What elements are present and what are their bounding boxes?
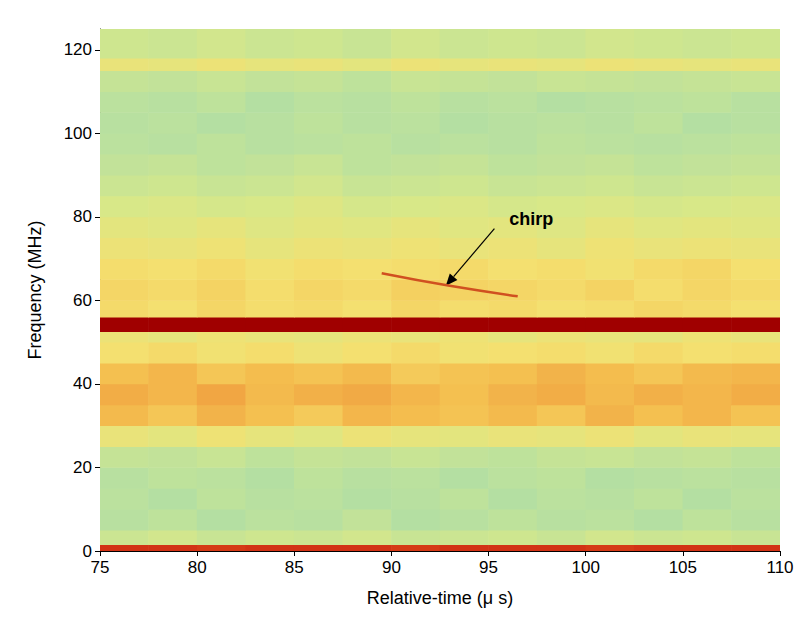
svg-text:95: 95 (479, 558, 498, 577)
svg-text:40: 40 (73, 374, 92, 393)
svg-text:60: 60 (73, 291, 92, 310)
svg-text:110: 110 (766, 558, 793, 577)
svg-text:80: 80 (188, 558, 207, 577)
svg-text:0: 0 (82, 541, 92, 561)
svg-text:90: 90 (382, 558, 401, 577)
svg-text:Frequency (MHz): Frequency (MHz) (25, 220, 45, 359)
svg-text:100: 100 (64, 124, 92, 143)
svg-text:chirp: chirp (509, 209, 553, 229)
svg-text:105: 105 (669, 558, 697, 577)
svg-text:100: 100 (572, 558, 600, 577)
svg-text:20: 20 (73, 458, 92, 477)
svg-text:80: 80 (73, 207, 92, 226)
svg-text:120: 120 (64, 40, 92, 59)
svg-text:Relative-time (μ s): Relative-time (μ s) (367, 588, 513, 608)
svg-text:85: 85 (285, 558, 304, 577)
svg-text:75: 75 (91, 558, 110, 577)
